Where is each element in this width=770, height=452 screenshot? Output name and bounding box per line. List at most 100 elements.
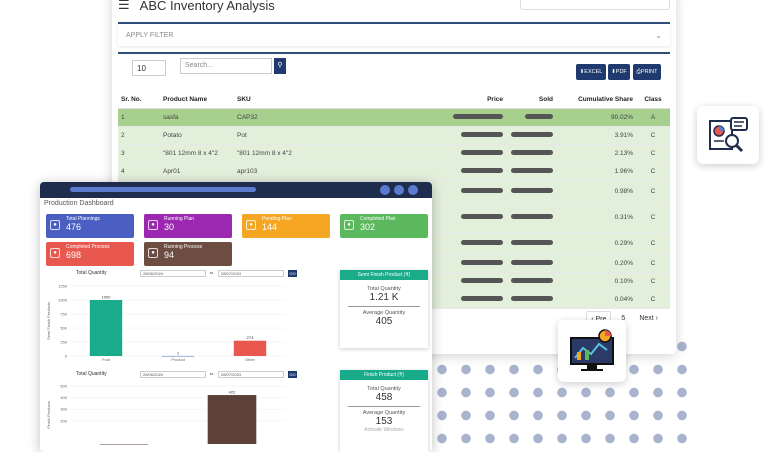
redacted-price <box>461 168 503 174</box>
stat-tile[interactable]: ● Pending Plan 144 <box>242 214 330 238</box>
col-class[interactable]: Class <box>636 92 670 109</box>
cell-class: C <box>636 202 670 233</box>
chart1-date-from[interactable]: 28/06/2024 <box>140 270 206 277</box>
cell-price <box>434 232 506 255</box>
cell-sold <box>506 126 556 145</box>
finish-card: Finish Product (₹) Total Quantity 458 Av… <box>340 370 428 452</box>
search-input[interactable]: Search... <box>180 58 272 74</box>
y-tick-label: 1250 <box>58 284 68 289</box>
col-cumulative-share[interactable]: Cumulative Share <box>556 92 636 109</box>
pdf-button[interactable]: ⬇PDF <box>608 64 630 80</box>
chart1-go-button[interactable]: GO <box>288 270 297 277</box>
table-row: 4 Apr01 apr103 1.96% C <box>118 162 670 181</box>
bar-value-label: 1000 <box>102 295 112 300</box>
chart2-date-to[interactable]: 28/07/2024 <box>218 371 284 378</box>
cell-sold <box>506 290 556 309</box>
search-button[interactable]: ⚲ <box>274 58 286 74</box>
tile-value: 94 <box>164 250 175 260</box>
cell-sku: Pot <box>234 126 434 145</box>
redacted-price <box>461 188 503 194</box>
cell-price <box>434 126 506 145</box>
cell-class: C <box>636 254 670 273</box>
chart1-to-label: to <box>210 270 214 275</box>
finish-avg-value: 153 <box>375 416 393 427</box>
chart1-date-to[interactable]: 28/07/2024 <box>218 270 284 277</box>
bar-value-label: 422 <box>229 390 236 395</box>
stat-tile[interactable]: ● Running Plan 30 <box>144 214 232 238</box>
cell-name: Apr01 <box>160 162 234 181</box>
excel-button[interactable]: ⬇EXCEL <box>576 64 606 80</box>
redacted-sold <box>525 114 553 120</box>
cell-price <box>434 290 506 309</box>
redacted-price <box>461 240 503 246</box>
stat-tile[interactable]: ● Completed Process 698 <box>46 242 134 266</box>
address-bar <box>70 187 256 192</box>
tile-icon: ● <box>344 220 354 230</box>
bar[interactable] <box>99 444 149 445</box>
cell-sr: 3 <box>118 144 160 163</box>
redacted-price <box>461 296 503 302</box>
bar[interactable] <box>161 355 195 357</box>
y-tick-label: 250 <box>60 340 67 345</box>
cell-share: 0.04% <box>556 290 636 309</box>
cell-class: C <box>636 162 670 181</box>
cell-share: 0.98% <box>556 180 636 203</box>
tile-value: 30 <box>164 222 175 232</box>
redacted-sold <box>511 260 553 266</box>
apply-filter-bar[interactable]: APPLY FILTER ⌄ <box>118 22 670 46</box>
cell-share: 0.31% <box>556 202 636 233</box>
activate-windows-text: Activate Windows <box>364 427 404 433</box>
redacted-sold <box>511 240 553 246</box>
y-axis-label: Finish Products <box>46 401 51 429</box>
cell-sr: 1 <box>118 108 160 127</box>
tile-icon: ● <box>50 220 60 230</box>
cell-class: C <box>636 144 670 163</box>
bar[interactable] <box>233 340 267 356</box>
semi-avg-label: Average Quantity <box>362 310 406 316</box>
tile-icon: ● <box>246 220 256 230</box>
bar[interactable] <box>89 300 123 356</box>
top-input[interactable] <box>520 0 670 10</box>
menu-icon[interactable]: ☰ <box>118 0 130 12</box>
col-sku[interactable]: SKU <box>234 92 434 109</box>
cell-price <box>434 254 506 273</box>
y-axis-label: Semi Finish Products <box>46 302 51 340</box>
bar-value-label: 273 <box>247 335 254 340</box>
page-length-select[interactable]: 10 <box>132 60 166 76</box>
redacted-price <box>461 278 503 284</box>
col-product-name[interactable]: Product Name <box>160 92 234 109</box>
col-sr-no[interactable]: Sr. No. <box>118 92 160 109</box>
cell-sr: 4 <box>118 162 160 181</box>
semi-finish-card: Semi Finish Product (₹) Total Quantity 1… <box>340 270 428 348</box>
chevron-down-icon[interactable]: ⌄ <box>655 30 662 40</box>
col-sold[interactable]: Sold <box>506 92 556 109</box>
cell-sold <box>506 232 556 255</box>
production-dashboard-window: Production Dashboard ● Total Plannings 476… <box>40 182 432 452</box>
finish-title: Finish Product (₹) <box>340 370 428 380</box>
page-5-button[interactable]: 5 <box>621 315 626 322</box>
tile-label: Total Plannings <box>66 216 100 222</box>
bar[interactable] <box>207 395 257 444</box>
cell-share: 0.20% <box>556 254 636 273</box>
report-analysis-icon <box>697 106 759 164</box>
cell-share: 0.29% <box>556 232 636 255</box>
y-tick-label: 750 <box>60 312 67 317</box>
y-tick-label: 0 <box>65 354 68 359</box>
cell-class: C <box>636 126 670 145</box>
print-button[interactable]: ⎙PRINT <box>633 64 661 80</box>
chart2-go-button[interactable]: GO <box>288 371 297 378</box>
stat-tile[interactable]: ● Completed Plan 302 <box>340 214 428 238</box>
table-row: 2 Potato Pot 3.91% C <box>118 126 670 145</box>
stat-tile[interactable]: ● Running Process 94 <box>144 242 232 266</box>
cell-price <box>434 108 506 127</box>
next-page-button[interactable]: Next › <box>639 315 658 322</box>
redacted-sold <box>511 150 553 156</box>
tile-label: Running Process <box>164 244 203 250</box>
apply-filter-label: APPLY FILTER <box>126 31 174 39</box>
col-price[interactable]: Price <box>434 92 506 109</box>
stat-tile[interactable]: ● Total Plannings 476 <box>46 214 134 238</box>
x-tick-label: Product <box>171 357 186 362</box>
bar-value-label: 1 <box>177 350 180 355</box>
redacted-price <box>461 132 503 138</box>
chart2-date-from[interactable]: 28/06/2024 <box>140 371 206 378</box>
